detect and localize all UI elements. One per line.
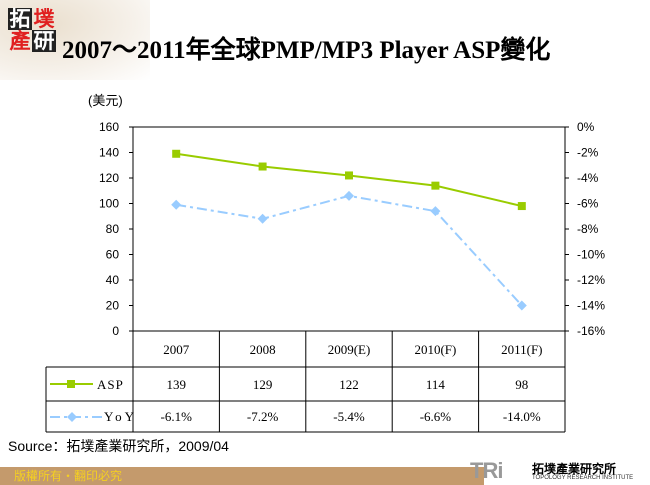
y2-tick-label: -4% xyxy=(577,171,599,185)
brand-name-en: TOPOLOGY RESEARCH INSTITUTE xyxy=(532,475,634,481)
yoy-point xyxy=(171,199,182,210)
source-note: Source：拓墣產業研究所，2009/04 xyxy=(8,438,229,454)
brand-mark: TRi xyxy=(470,458,503,483)
y2-tick-label: -2% xyxy=(577,146,599,160)
page-title: 2007～2011年全球PMP/MP3 Player ASP變化 xyxy=(62,37,551,64)
y2-tick-label: -12% xyxy=(577,273,605,287)
yoy-value: -7.2% xyxy=(247,409,279,424)
y-tick-label: 20 xyxy=(106,299,120,313)
y-tick-label: 100 xyxy=(99,197,119,211)
y-tick-label: 120 xyxy=(99,171,119,185)
y2-tick-label: -6% xyxy=(577,197,599,211)
y-tick-label: 60 xyxy=(106,248,120,262)
category-label: 2007 xyxy=(163,342,190,357)
legend-asp-label: ASP xyxy=(97,377,124,392)
asp-value: 114 xyxy=(426,377,446,392)
category-label: 2009(E) xyxy=(328,342,371,357)
yoy-point xyxy=(257,213,268,224)
category-label: 2010(F) xyxy=(414,342,456,357)
category-label: 2011(F) xyxy=(501,342,542,357)
yoy-point xyxy=(516,300,527,311)
yoy-point xyxy=(430,206,441,217)
yoy-value: -5.4% xyxy=(333,409,365,424)
yoy-point xyxy=(344,190,354,201)
copyright-bar: 版權所有・翻印必究 xyxy=(0,467,484,485)
yoy-value: -14.0% xyxy=(503,409,541,424)
asp-point xyxy=(345,171,353,180)
y2-tick-label: -14% xyxy=(577,299,605,313)
asp-value: 139 xyxy=(166,377,186,392)
asp-value: 122 xyxy=(339,377,359,392)
category-label: 2008 xyxy=(250,342,276,357)
y-tick-label: 80 xyxy=(106,222,120,236)
logo: 拓墣產研 xyxy=(8,7,56,53)
y2-tick-label: -16% xyxy=(577,324,605,338)
asp-point xyxy=(172,149,181,158)
y2-tick-label: -8% xyxy=(577,222,599,236)
yoy-value: -6.6% xyxy=(420,409,452,424)
y-tick-label: 40 xyxy=(106,273,120,287)
asp-value: 129 xyxy=(253,377,273,392)
y2-tick-label: -10% xyxy=(577,248,605,262)
legend-asp-marker xyxy=(67,380,75,388)
asp-point xyxy=(258,162,267,171)
asp-value: 98 xyxy=(515,377,528,392)
y-tick-label: 140 xyxy=(99,146,119,160)
asp-point xyxy=(517,202,526,211)
legend-yoy-marker xyxy=(67,412,77,422)
asp-point xyxy=(431,181,440,190)
yoy-line xyxy=(176,194,523,307)
y-axis-label: (美元) xyxy=(88,93,123,108)
brand-logo: TRi 拓墣產業研究所 TOPOLOGY RESEARCH INSTITUTE xyxy=(470,458,633,484)
brand-name-cn: 拓墣產業研究所 xyxy=(532,462,617,476)
y-tick-label: 160 xyxy=(99,120,119,134)
y2-tick-label: 0% xyxy=(577,120,595,134)
legend-yoy-label: YoY xyxy=(104,409,137,424)
yoy-value: -6.1% xyxy=(160,409,192,424)
y-tick-label: 0 xyxy=(112,324,119,338)
